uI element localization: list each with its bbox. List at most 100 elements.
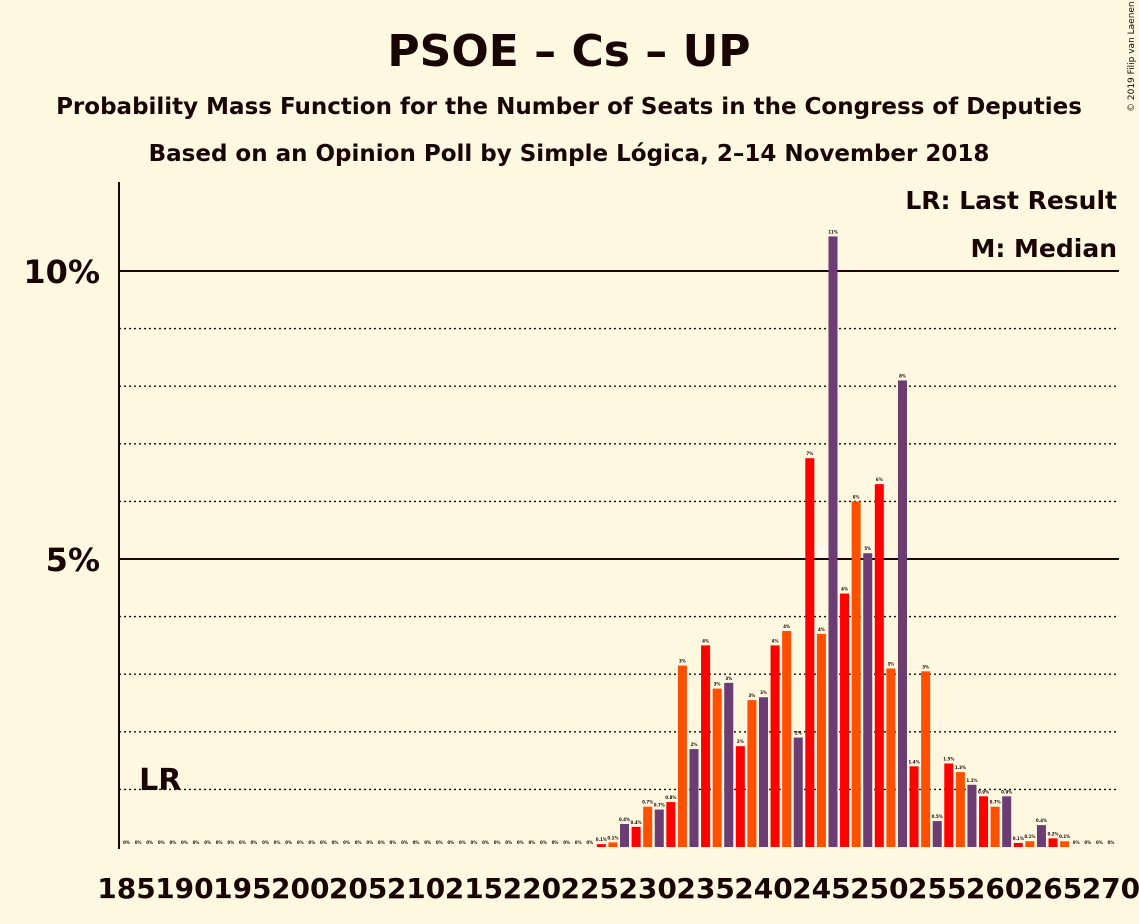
x-tick-labels: 185 190 195 200 205 210 215 220 225 230 235 240 245 2… [97, 872, 1139, 905]
x-tick-label: 260 [966, 872, 1024, 905]
bar-value-label: 4% [841, 587, 848, 592]
bar-value-label: 3% [679, 659, 686, 664]
bar-seat-227 [608, 842, 618, 847]
bar-seat-241 [770, 645, 780, 847]
bar-value-label: 1.5% [943, 756, 954, 761]
bar-value-label: 0% [494, 840, 501, 845]
bar-value-label: 0% [436, 840, 443, 845]
bar-value-label: 0% [204, 840, 211, 845]
bar-value-label: 0.8% [665, 795, 676, 800]
bar-value-label: 0.4% [1036, 818, 1047, 823]
bar-seat-234 [689, 749, 699, 847]
bar-value-label: 1.3% [955, 765, 966, 770]
bar-value-label: 0.7% [990, 800, 1001, 805]
bar-value-label: 0.1% [607, 835, 618, 840]
bar-value-label: 0% [366, 840, 373, 845]
y-tick-label: 10% [23, 253, 100, 291]
bar-value-label: 0% [528, 840, 535, 845]
bar-value-label: 6% [853, 494, 860, 499]
bar-seat-251 [886, 668, 896, 847]
chart-title: PSOE – Cs – UP [387, 26, 750, 77]
bar-seat-258 [967, 784, 977, 847]
bar-value-label: 0% [424, 840, 431, 845]
x-tick-label: 235 [676, 872, 734, 905]
bar-value-label: 0% [1073, 840, 1080, 845]
bar-value-label: 0% [274, 840, 281, 845]
bar-value-label: 5% [864, 546, 871, 551]
bar-value-label: 0.9% [978, 789, 989, 794]
bar-value-label: 0% [343, 840, 350, 845]
legend-median: M: Median [970, 234, 1117, 263]
bar-value-label: 0% [1084, 840, 1091, 845]
bar-value-label: 0.1% [596, 837, 607, 842]
bar-value-label: 0% [169, 840, 176, 845]
bar-seat-259 [979, 796, 989, 847]
bar-value-label: 0.1% [1013, 836, 1024, 841]
bar-value-label: 3% [760, 690, 767, 695]
bar-seat-252 [897, 380, 907, 847]
y-tick-label: 5% [46, 541, 100, 579]
chart-source-line: Based on an Opinion Poll by Simple Lógic… [149, 141, 990, 167]
bar-value-label: 0% [552, 840, 559, 845]
bar-value-label: 0% [482, 840, 489, 845]
last-result-marker: LR [139, 763, 181, 798]
bar-value-label: 0% [285, 840, 292, 845]
bar-value-label: 1.4% [909, 759, 920, 764]
bar-value-label: 0% [401, 840, 408, 845]
x-tick-label: 265 [1024, 872, 1082, 905]
bar-seat-228 [620, 823, 630, 847]
x-tick-label: 220 [503, 872, 561, 905]
bar-value-label: 0% [540, 840, 547, 845]
bar-seat-244 [805, 458, 815, 847]
bar-seat-256 [944, 763, 954, 847]
bar-seat-235 [701, 645, 711, 847]
bar-value-label: 0% [320, 840, 327, 845]
bar-seat-264 [1036, 825, 1046, 847]
bar-value-label: 6% [876, 477, 883, 482]
bar-seat-257 [955, 772, 965, 847]
bar-value-label: 0.5% [932, 814, 943, 819]
bar-value-label: 0% [135, 840, 142, 845]
bar-value-label: 3% [922, 664, 929, 669]
bar-seat-248 [851, 501, 861, 847]
bar-value-label: 0.2% [1047, 831, 1058, 836]
bar-value-label: 0% [1108, 840, 1115, 845]
bar-value-label: 0% [262, 840, 269, 845]
bar-value-label: 0% [332, 840, 339, 845]
bar-value-labels: 0% 0% 0% 0% 0% 0% 0% 0% 0% 0% 0% 0% 0% 0% 0% 0% 0% 0% 0% 0%… [123, 229, 1114, 845]
x-tick-label: 190 [155, 872, 213, 905]
bar-seat-250 [874, 484, 884, 847]
bar-value-label: 2% [795, 731, 802, 736]
bar-value-label: 0.9% [1001, 789, 1012, 794]
x-tick-label: 205 [329, 872, 387, 905]
bar-seat-263 [1025, 841, 1035, 847]
x-tick-label: 185 [97, 872, 155, 905]
y-tick-labels: 5% 10% [23, 253, 100, 579]
bar-value-label: 0% [158, 840, 165, 845]
bar-seat-243 [793, 737, 803, 847]
bar-value-label: 4% [783, 624, 790, 629]
bar-value-label: 3% [725, 676, 732, 681]
bar-seat-261 [1002, 796, 1012, 847]
bar-value-label: 3% [749, 693, 756, 698]
bar-value-label: 0% [308, 840, 315, 845]
bar-value-label: 4% [818, 627, 825, 632]
bar-value-label: 0% [251, 840, 258, 845]
bar-seat-265 [1048, 838, 1058, 847]
legend-last-result: LR: Last Result [905, 186, 1117, 215]
bar-value-label: 0% [193, 840, 200, 845]
bar-value-label: 4% [772, 638, 779, 643]
x-tick-label: 240 [734, 872, 792, 905]
bar-value-label: 3% [887, 661, 894, 666]
x-tick-label: 230 [618, 872, 676, 905]
bar-value-label: 0% [586, 840, 593, 845]
x-tick-label: 210 [387, 872, 445, 905]
copyright-notice: © 2019 Filip van Laenen [1127, 1, 1137, 112]
median-chevron [816, 544, 827, 558]
bar-seat-237 [724, 682, 734, 847]
bar-value-label: 0% [459, 840, 466, 845]
bar-seat-240 [758, 697, 769, 847]
bar-seat-262 [1013, 842, 1023, 847]
x-tick-label: 195 [213, 872, 271, 905]
